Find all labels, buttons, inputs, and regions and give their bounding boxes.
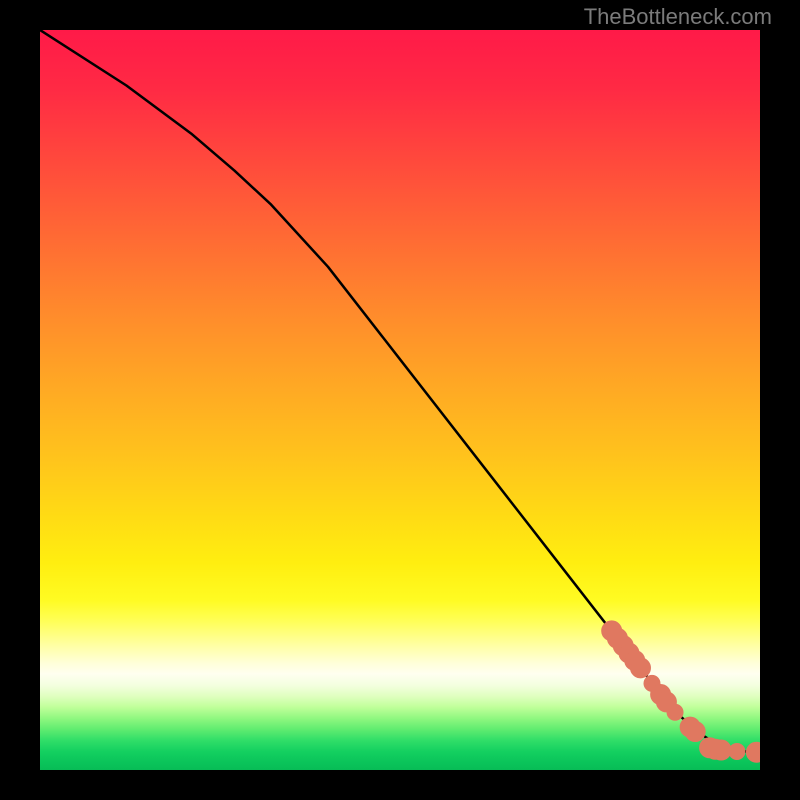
data-marker (630, 658, 650, 678)
data-marker (711, 740, 731, 760)
data-marker (667, 704, 683, 720)
gradient-background (40, 30, 760, 770)
data-marker (729, 744, 745, 760)
plot-svg (40, 30, 760, 770)
chart-frame: TheBottleneck.com (0, 0, 800, 800)
plot-area (40, 30, 760, 770)
watermark-text: TheBottleneck.com (584, 4, 772, 30)
data-marker (685, 722, 705, 742)
